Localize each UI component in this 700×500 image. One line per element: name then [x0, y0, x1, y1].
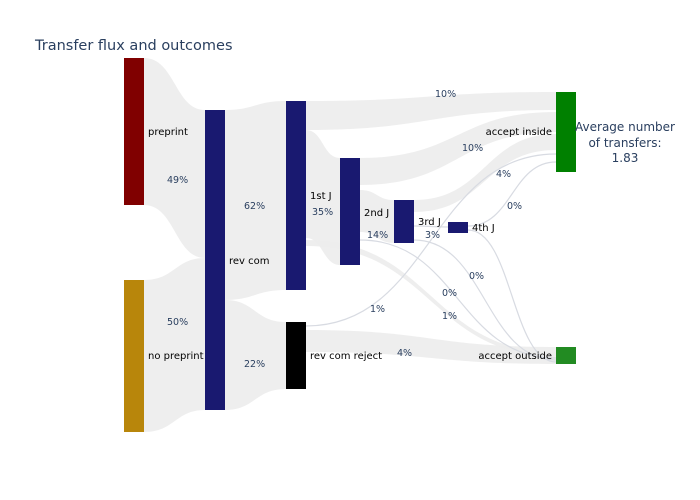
flow-label: 1% — [370, 304, 385, 315]
node-3rd-j[interactable] — [394, 200, 414, 243]
node-accept-inside[interactable] — [556, 92, 576, 172]
node-4th-j[interactable] — [448, 222, 468, 233]
flow-revcom-revcomreject — [225, 300, 286, 410]
flow-4thj-acceptoutside — [467, 229, 557, 363]
flow-label: 10% — [435, 89, 456, 100]
flow-1stj-2ndj — [306, 130, 340, 265]
node-2nd-j[interactable] — [340, 158, 360, 265]
flow-label: 0% — [507, 201, 522, 212]
nodes — [124, 58, 576, 432]
node-label-3rd-j: 3rd J — [418, 217, 441, 228]
node-rev-com-reject[interactable] — [286, 322, 306, 389]
flow-1stj-acceptinside — [306, 92, 556, 130]
flow-1stj-acceptoutside — [306, 240, 556, 356]
chart-title: Transfer flux and outcomes — [34, 38, 233, 54]
flow-3rdj-acceptinside — [414, 134, 556, 212]
flow-preprint-revcom — [144, 58, 205, 258]
flow-label: 0% — [442, 288, 457, 299]
flow-2ndj-acceptinside — [360, 112, 556, 185]
flow-nopreprint-revcom — [144, 258, 205, 432]
node-rev-com[interactable] — [205, 110, 225, 410]
flow-labels: 49% 50% 62% 22% 35% 14% 3% 10% 10% 4% 0%… — [167, 89, 522, 370]
node-label-4th-j: 4th J — [472, 223, 495, 234]
annotation-line: Average number — [575, 120, 675, 134]
node-accept-outside[interactable] — [556, 347, 576, 364]
node-label-rev-com-reject: rev com reject — [310, 351, 382, 362]
flow-revcomreject-acceptoutside — [306, 330, 556, 364]
average-transfers-annotation: Average number of transfers: 1.83 — [575, 120, 675, 165]
flow-revcom-1stj — [225, 101, 286, 300]
annotation-line: 1.83 — [612, 151, 639, 165]
node-labels: preprint no preprint rev com 1st J rev c… — [148, 127, 552, 362]
flow-label: 50% — [167, 317, 188, 328]
flow-4thj-acceptinside — [467, 161, 557, 227]
flow-label: 1% — [442, 311, 457, 322]
flow-2ndj-acceptoutside — [359, 239, 557, 359]
flow-label: 4% — [397, 348, 412, 359]
flow-revcomreject-acceptinside — [305, 153, 557, 327]
flow-label: 3% — [425, 230, 440, 241]
flow-label: 62% — [244, 201, 265, 212]
flow-3rdj-4thj — [413, 225, 449, 228]
node-label-2nd-j: 2nd J — [364, 208, 389, 219]
flow-label: 35% — [312, 207, 333, 218]
node-label-accept-outside: accept outside — [478, 351, 552, 362]
flow-label: 4% — [496, 169, 511, 180]
node-preprint[interactable] — [124, 58, 144, 205]
flows — [144, 58, 557, 432]
flow-label: 10% — [462, 143, 483, 154]
node-1st-j[interactable] — [286, 101, 306, 290]
annotation-line: of transfers: — [588, 136, 661, 150]
node-label-accept-inside: accept inside — [486, 127, 552, 138]
flow-label: 14% — [367, 230, 388, 241]
node-label-preprint: preprint — [148, 127, 188, 138]
flow-2ndj-3rdj — [360, 190, 394, 243]
flow-label: 49% — [167, 175, 188, 186]
node-label-rev-com: rev com — [229, 256, 270, 267]
flow-3rdj-acceptoutside — [413, 239, 557, 361]
node-no-preprint[interactable] — [124, 280, 144, 432]
node-label-no-preprint: no preprint — [148, 351, 204, 362]
flow-label: 0% — [469, 271, 484, 282]
flow-label: 22% — [244, 359, 265, 370]
node-label-1st-j: 1st J — [310, 191, 332, 202]
